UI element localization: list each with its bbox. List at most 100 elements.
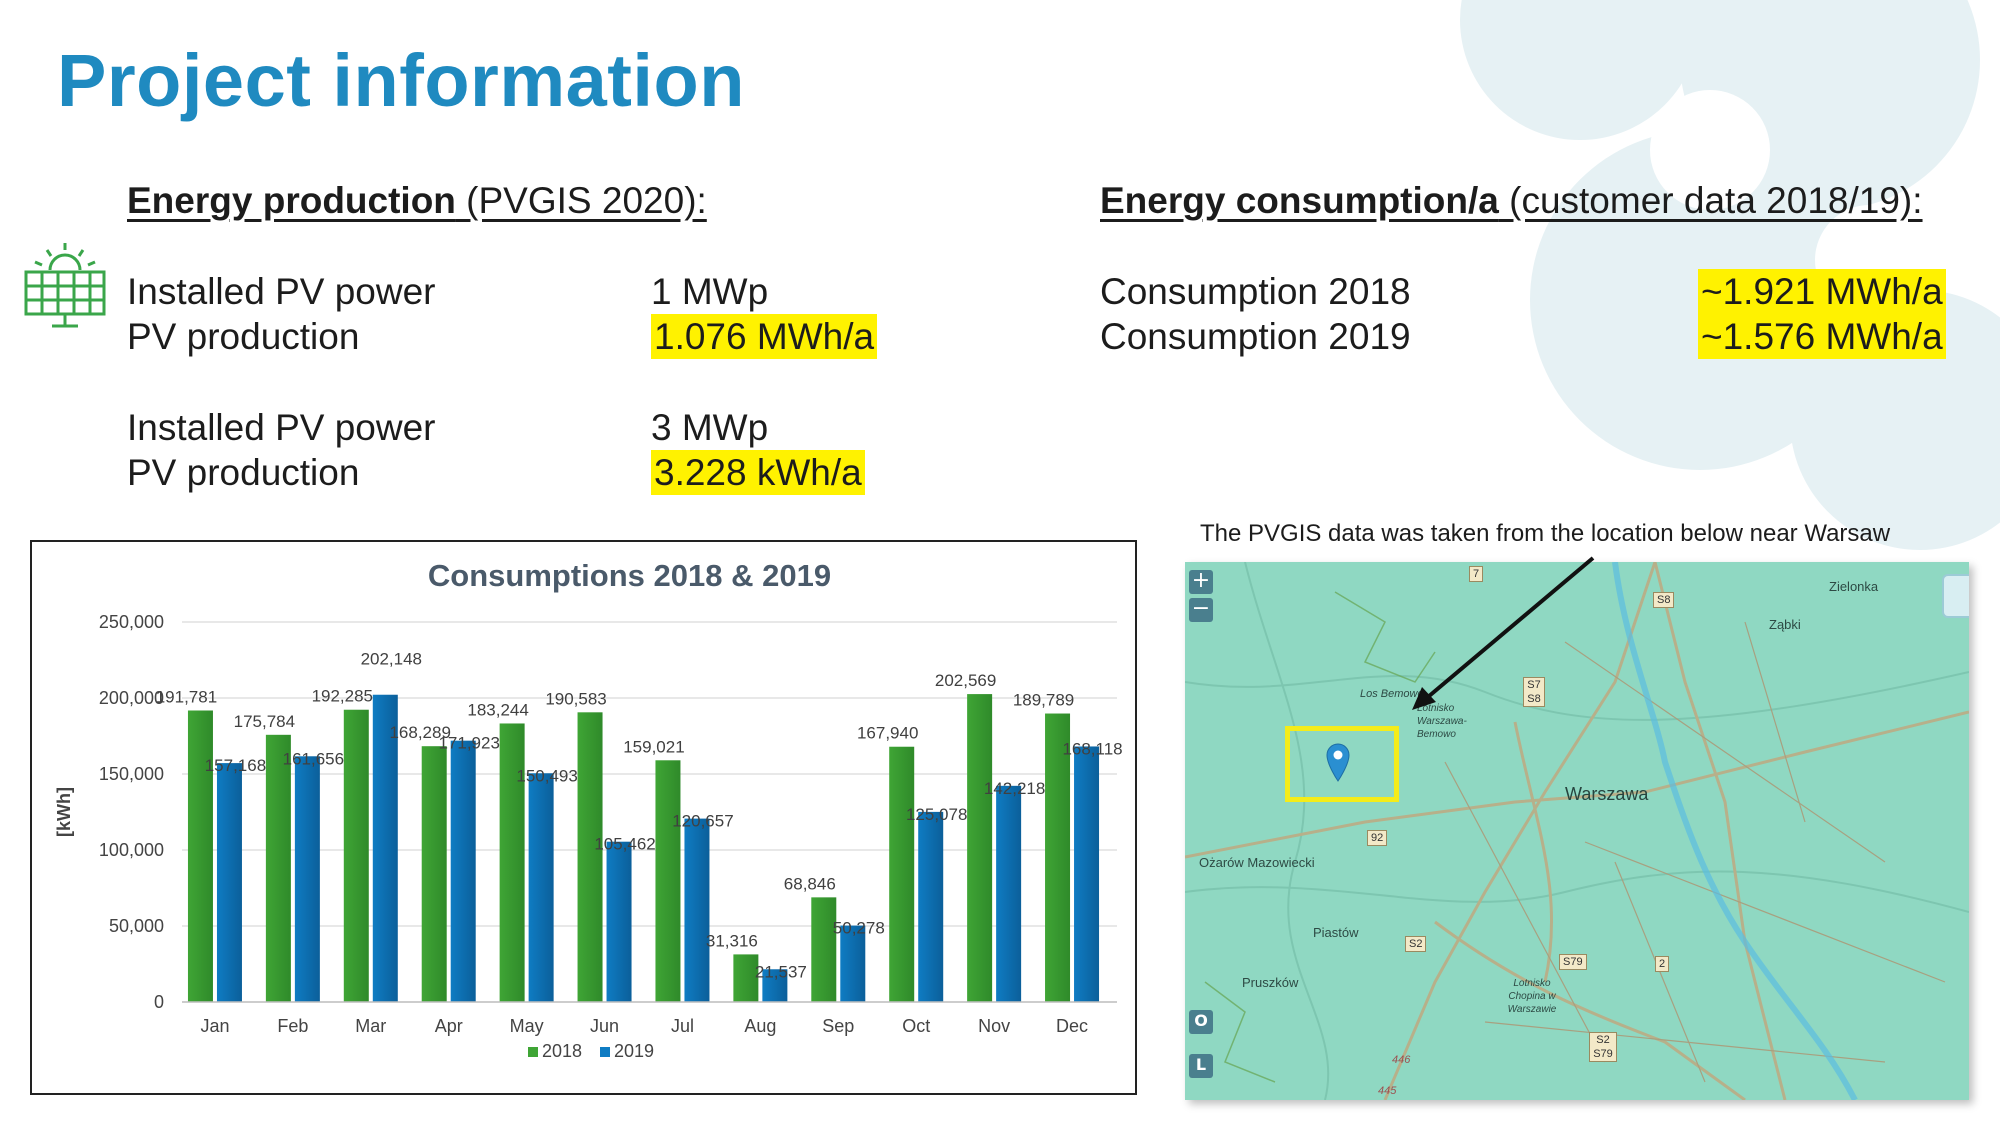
production-label-4: PV production	[127, 452, 360, 493]
data-label: 183,244	[467, 700, 528, 719]
data-label: 167,940	[857, 724, 918, 743]
y-tick-label: 150,000	[99, 764, 164, 784]
data-label: 120,657	[672, 812, 733, 831]
road-badge: S2	[1405, 936, 1427, 952]
bar-2019-jul	[684, 818, 710, 1002]
x-tick-label: Mar	[355, 1016, 386, 1036]
zoom-in-button[interactable]: +	[1189, 570, 1213, 594]
map-background	[1185, 562, 1969, 1100]
data-label: 175,784	[234, 712, 295, 731]
data-label: 125,078	[906, 805, 967, 824]
x-tick-label: Sep	[822, 1016, 854, 1036]
bar-2019-feb	[294, 756, 320, 1002]
consumption-chart: Consumptions 2018 & 2019 0 50,000 100,000 15…	[30, 540, 1137, 1095]
x-tick-label: Aug	[744, 1016, 776, 1036]
place-label-zielonka: Zielonka	[1829, 579, 1879, 594]
bar-2019-oct	[918, 811, 944, 1002]
bar-2018-jan	[187, 710, 213, 1002]
consumption-value-2018: ~1.921 MWh/a	[1698, 269, 1946, 314]
y-tick-label: 50,000	[109, 916, 164, 936]
x-tick-label: Jun	[590, 1016, 619, 1036]
y-tick-label: 200,000	[99, 688, 164, 708]
pointer-arrow	[1412, 556, 1595, 710]
bar-2018-dec	[1045, 713, 1071, 1002]
bar-2019-dec	[1074, 746, 1100, 1002]
solar-panel-icon	[24, 243, 106, 328]
map-l-button[interactable]: L	[1189, 1054, 1213, 1078]
x-tick-label: Feb	[277, 1016, 308, 1036]
x-tick-label: Jul	[671, 1016, 694, 1036]
road-badge: S8	[1653, 592, 1675, 608]
data-label: 21,537	[755, 962, 807, 981]
production-value-3: 3 MWp	[651, 407, 769, 448]
x-tick-label: Apr	[435, 1016, 463, 1036]
place-label-pruszkow: Pruszków	[1242, 975, 1299, 990]
bar-2018-feb	[265, 734, 291, 1002]
bar-2018-jun	[577, 712, 603, 1002]
city-label-warszawa: Warszawa	[1565, 784, 1649, 804]
production-label-1: Installed PV power	[127, 271, 436, 312]
production-label-3: Installed PV power	[127, 407, 436, 448]
legend-swatch-2019	[600, 1047, 610, 1057]
bar-2018-apr	[421, 746, 447, 1002]
data-label: 68,846	[784, 874, 836, 893]
place-label-ozarow: Ożarów Mazowiecki	[1199, 855, 1315, 870]
consumption-label-2019: Consumption 2019	[1100, 316, 1411, 357]
data-label: 31,316	[706, 931, 758, 950]
production-heading: Energy production (PVGIS 2020):	[127, 180, 707, 221]
location-map[interactable]: + − O L Zielonka Ząbki Los Bemowo Lotnis…	[1185, 562, 1969, 1100]
place-label-los-bemowo: Los Bemowo	[1360, 688, 1424, 700]
road-label: 446	[1392, 1054, 1411, 1066]
data-label: 192,285	[312, 687, 373, 706]
data-label: 161,656	[283, 749, 344, 768]
map-o-button[interactable]: O	[1189, 1010, 1213, 1034]
consumption-label-2018: Consumption 2018	[1100, 271, 1411, 312]
production-value-1: 1 MWp	[651, 271, 769, 312]
production-value-4: 3.228 kWh/a	[651, 450, 865, 495]
data-label: 142,218	[984, 779, 1045, 798]
chart-svg: Consumptions 2018 & 2019 0 50,000 100,000 15…	[54, 558, 1123, 1061]
road-label: 445	[1378, 1085, 1397, 1097]
page-title: Project information	[57, 39, 745, 122]
bar-2019-jun	[606, 841, 632, 1002]
bar-2019-mar	[372, 694, 398, 1002]
bar-2018-mar	[343, 709, 369, 1002]
data-label: 171,923	[438, 734, 499, 753]
consumption-heading: Energy consumption/a (customer data 2018…	[1100, 180, 1923, 221]
x-tick-label: Oct	[902, 1016, 930, 1036]
data-label: 168,289	[389, 723, 450, 742]
data-label: 190,583	[545, 689, 606, 708]
bar-2018-may	[499, 723, 525, 1002]
x-tick-label: Nov	[978, 1016, 1010, 1036]
legend-swatch-2018	[528, 1047, 538, 1057]
data-label: 50,278	[833, 919, 885, 938]
production-label-2: PV production	[127, 316, 360, 357]
legend-label-2018: 2018	[542, 1041, 582, 1061]
road-badge: 2	[1655, 956, 1670, 972]
map-caption: The PVGIS data was taken from the locati…	[1200, 520, 1891, 547]
road-badge: S7 S8	[1523, 677, 1545, 707]
bar-2019-sep	[840, 925, 866, 1002]
data-label: 189,789	[1013, 691, 1074, 710]
data-label: 150,493	[516, 766, 577, 785]
data-label: 159,021	[623, 737, 684, 756]
chart-title: Consumptions 2018 & 2019	[428, 558, 831, 593]
bar-2018-aug	[733, 954, 759, 1002]
road-badge: 92	[1367, 830, 1388, 846]
y-tick-label: 250,000	[99, 612, 164, 632]
road-badge: 7	[1469, 566, 1484, 582]
y-tick-label: 100,000	[99, 840, 164, 860]
bar-2018-nov	[967, 694, 993, 1002]
bar-2018-sep	[811, 897, 837, 1002]
map-pin-icon[interactable]	[1325, 742, 1351, 782]
data-label: 202,569	[935, 671, 996, 690]
place-label-lotnisko-bemowo: Lotnisko Warszawa-Bemowo	[1417, 703, 1467, 740]
zoom-out-button[interactable]: −	[1189, 598, 1213, 622]
data-label: 157,168	[205, 756, 266, 775]
bar-2019-jan	[216, 763, 242, 1002]
road-badge: S79	[1559, 954, 1587, 970]
bar-2019-nov	[996, 785, 1022, 1002]
x-tick-label: Dec	[1056, 1016, 1088, 1036]
bar-2019-aug	[762, 969, 788, 1002]
layers-toggle[interactable]	[1942, 574, 1969, 618]
